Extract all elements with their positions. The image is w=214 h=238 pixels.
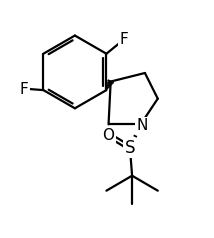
Text: F: F — [119, 32, 128, 47]
Text: N: N — [136, 118, 147, 133]
Text: O: O — [103, 128, 114, 143]
Text: S: S — [125, 139, 135, 157]
Text: F: F — [20, 82, 28, 97]
